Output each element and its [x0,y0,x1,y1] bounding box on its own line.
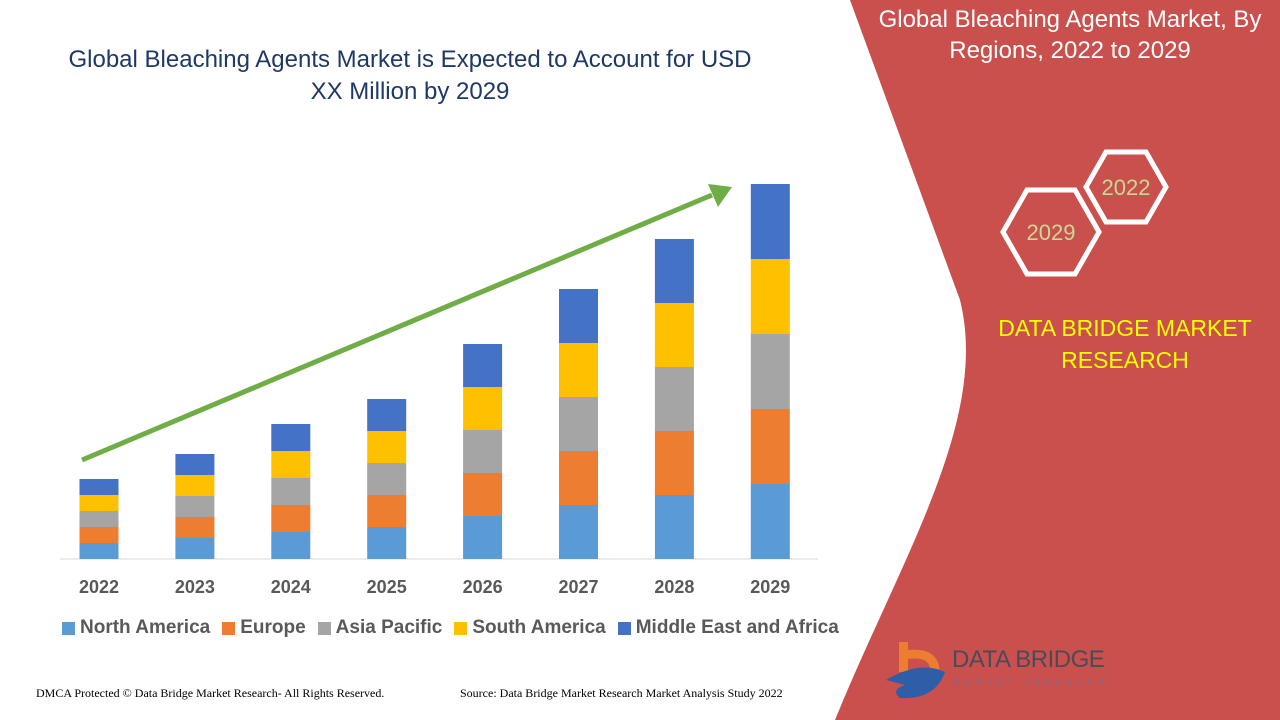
trend-arrow [81,192,713,463]
legend-swatch [617,621,631,635]
bar-2028-asia-pacific [654,367,694,431]
bar-2024-europe [271,505,311,532]
x-tick-label: 2028 [654,577,694,597]
bar-2025-middle-east-and-africa [367,399,407,431]
bar-2024-south-america [271,451,311,478]
legend-item: Europe [222,617,306,639]
bar-2029-europe [750,409,790,484]
bar-2026-europe [463,473,503,516]
x-tick-label: 2026 [463,577,503,597]
bar-2025-north-america [367,527,407,559]
bar-2029-middle-east-and-africa [750,184,790,259]
bar-2027-middle-east-and-africa [559,289,598,343]
bar-2024-middle-east-and-africa [271,424,311,451]
side-title: Global Bleaching Agents Market, By Regio… [878,6,1262,64]
bar-2023-middle-east-and-africa [175,454,215,475]
x-tick-label: 2025 [367,577,407,597]
bar-2026-middle-east-and-africa [463,344,503,387]
trend-arrowhead [708,184,732,207]
legend-item: South America [454,617,606,639]
bar-2022-north-america [79,543,119,559]
legend-label: Asia Pacific [335,617,443,638]
bar-2028-europe [654,431,694,495]
legend-swatch [317,621,331,635]
bar-2026-south-america [463,387,503,430]
bar-2025-south-america [367,431,407,463]
legend-item: Asia Pacific [317,617,443,639]
footer-copyright: DMCA Protected © Data Bridge Market Rese… [36,686,385,700]
bar-2022-middle-east-and-africa [79,479,119,495]
side-panel [835,0,1280,720]
x-tick-label: 2024 [271,577,311,597]
bar-2029-north-america [750,484,790,559]
legend-swatch [454,621,468,635]
hex-bottom-label: 2029 [1027,220,1076,245]
bar-2029-asia-pacific [750,334,790,409]
bar-2024-asia-pacific [271,478,311,505]
bar-2027-europe [559,451,598,505]
bar-2028-middle-east-and-africa [654,239,694,303]
bar-2023-europe [175,517,215,538]
brand-text: DATA BRIDGE MARKET RESEARCH [998,315,1252,373]
x-tick-label: 2023 [175,577,215,597]
bar-2029-south-america [750,259,790,334]
bar-2023-north-america [175,538,215,559]
x-tick-label: 2022 [79,577,119,597]
legend-item: Middle East and Africa [617,617,839,639]
logo-icon [886,642,945,699]
chart-title: Global Bleaching Agents Market is Expect… [68,46,752,105]
bar-2028-south-america [654,303,694,367]
legend-label: Europe [240,617,306,638]
x-tick-label: 2029 [750,577,790,597]
bar-2026-asia-pacific [463,430,503,473]
bar-2023-south-america [175,475,215,496]
hex-top-label: 2022 [1102,175,1151,200]
footer-source: Source: Data Bridge Market Research Mark… [460,686,783,700]
bar-2022-asia-pacific [79,511,119,527]
logo-sub: MARKET RESEARCH [954,678,1109,687]
legend: North America Europe Asia Pacific South Ame… [62,617,839,639]
bar-2025-europe [367,495,407,527]
bar-2022-south-america [79,495,119,511]
bar-2028-north-america [654,495,694,559]
bar-2027-north-america [559,505,598,559]
legend-label: Middle East and Africa [635,617,839,638]
bar-2022-europe [79,527,119,543]
bar-2025-asia-pacific [367,463,407,495]
bar-2026-north-america [463,516,503,559]
legend-label: South America [472,617,606,638]
bar-2027-south-america [559,343,598,397]
bar-2023-asia-pacific [175,496,215,517]
x-tick-label: 2027 [558,577,598,597]
legend-item: North America [62,617,210,639]
hexagon-2022 [1083,149,1169,225]
legend-swatch [222,621,236,635]
logo-name: DATA BRIDGE [952,646,1105,673]
bar-2027-asia-pacific [559,397,598,451]
legend-label: North America [80,617,211,638]
hexagon-2029 [1000,187,1102,277]
bar-2024-north-america [271,532,311,559]
legend-swatch [62,621,75,635]
